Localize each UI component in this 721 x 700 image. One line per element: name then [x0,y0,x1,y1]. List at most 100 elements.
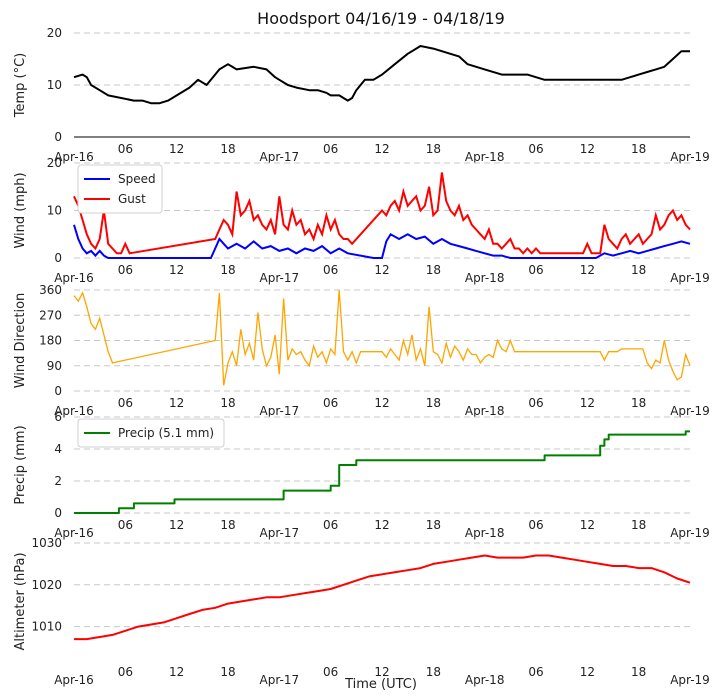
x-tick-label: 06 [323,518,338,532]
legend-label: Gust [118,192,146,206]
x-axis-label: Time (UTC) [344,677,417,692]
panel-2: 0 10 20 Wind (mph) Apr-16 06 12 18 Apr-17 06 12 18 A… [13,156,710,285]
x-tick-label: Apr-19 [670,150,710,164]
x-tick-label: 06 [528,142,543,156]
x-tick-label: 12 [374,263,389,277]
x-tick-label: Apr-19 [670,271,710,285]
y-tick-label: 10 [47,204,62,218]
y-axis-label: Wind (mph) [13,172,28,248]
x-tick-label: 06 [118,665,133,679]
y-axis-label: Altimeter (hPa) [13,552,28,650]
x-tick-label: 18 [631,665,646,679]
y-tick-label: 2 [54,474,62,488]
y-tick-label: 0 [54,251,62,265]
x-tick-label: 06 [118,263,133,277]
x-tick-label: 18 [426,263,441,277]
panel-1: 0 10 20 Temp (°C) Apr-16 06 12 18 Apr-17 06 12 18 Ap… [13,26,710,164]
y-tick-label: 0 [54,384,62,398]
x-tick-label: 12 [169,396,184,410]
y-tick-label: 0 [54,506,62,520]
legend-label: Speed [118,172,156,186]
x-tick-label: 12 [580,518,595,532]
x-tick-label: Apr-16 [54,271,94,285]
x-tick-label: Apr-18 [465,673,505,687]
x-tick-label: 18 [220,396,235,410]
x-tick-label: 12 [374,396,389,410]
x-tick-label: 12 [374,665,389,679]
x-tick-label: Apr-19 [670,404,710,418]
x-tick-label: Apr-17 [260,673,300,687]
y-axis-label: Precip (mm) [13,425,28,504]
x-tick-label: 18 [220,665,235,679]
x-tick-label: 12 [374,142,389,156]
y-tick-label: 4 [54,442,62,456]
legend-box [77,418,225,448]
x-tick-label: Apr-16 [54,150,94,164]
x-tick-label: Apr-18 [465,404,505,418]
x-tick-label: 12 [580,263,595,277]
panel-4: 0 2 4 6 Precip (mm) Apr-16 06 12 18 Apr-17 06 12 18 A… [13,410,710,540]
x-tick-label: 18 [426,396,441,410]
x-tick-label: Apr-18 [465,271,505,285]
x-tick-label: 12 [580,142,595,156]
x-tick-label: Apr-17 [260,404,300,418]
y-tick-label: 180 [39,334,62,348]
x-tick-label: 12 [580,396,595,410]
x-tick-label: 06 [323,396,338,410]
x-tick-label: 18 [220,263,235,277]
panel-3: 0 90 180 270 360 Wind Direction Apr-16 06 12 18 Ap… [13,283,710,418]
x-tick-label: 18 [220,142,235,156]
series-temp [73,45,690,105]
x-tick-label: 12 [169,142,184,156]
x-tick-label: 12 [169,518,184,532]
legend-box [77,164,163,214]
y-tick-label: 90 [47,359,62,373]
x-tick-label: 06 [118,396,133,410]
x-tick-label: 18 [426,142,441,156]
x-tick-label: 06 [528,263,543,277]
figure-title: Hoodsport 04/16/19 - 04/18/19 [257,9,505,28]
x-tick-label: Apr-18 [465,526,505,540]
x-tick-label: Apr-17 [260,271,300,285]
y-tick-label: 10 [47,78,62,92]
x-tick-label: 18 [426,665,441,679]
x-tick-label: 06 [528,665,543,679]
x-tick-label: 06 [323,665,338,679]
series-direction [73,289,691,386]
x-tick-label: 12 [169,263,184,277]
x-tick-label: 06 [323,263,338,277]
series-precip-5-1-mm- [74,430,690,514]
x-tick-label: Apr-17 [260,150,300,164]
x-tick-label: Apr-19 [670,673,710,687]
y-axis-label: Wind Direction [13,293,28,389]
x-tick-label: 06 [118,142,133,156]
series-speed [73,224,691,259]
x-tick-label: 18 [426,518,441,532]
series-altimeter [74,554,691,641]
x-tick-label: 06 [528,396,543,410]
x-tick-label: 12 [169,665,184,679]
x-tick-label: 12 [580,665,595,679]
x-tick-label: 12 [374,518,389,532]
x-tick-label: Apr-18 [465,150,505,164]
x-tick-label: Apr-16 [54,404,94,418]
x-tick-label: Apr-17 [260,526,300,540]
x-tick-label: 18 [631,518,646,532]
y-tick-label: 360 [39,283,62,297]
x-tick-label: 06 [323,142,338,156]
y-tick-label: 20 [47,156,62,170]
x-tick-label: Apr-16 [54,526,94,540]
series-gust [73,172,691,255]
x-tick-label: 06 [118,518,133,532]
x-tick-label: 18 [220,518,235,532]
x-tick-label: 06 [528,518,543,532]
y-tick-label: 1030 [31,536,62,550]
y-tick-label: 270 [39,308,62,322]
x-tick-label: Apr-19 [670,526,710,540]
y-tick-label: 1010 [31,620,62,634]
x-tick-label: 18 [631,263,646,277]
y-tick-label: 0 [54,130,62,144]
y-axis-label: Temp (°C) [13,53,28,119]
